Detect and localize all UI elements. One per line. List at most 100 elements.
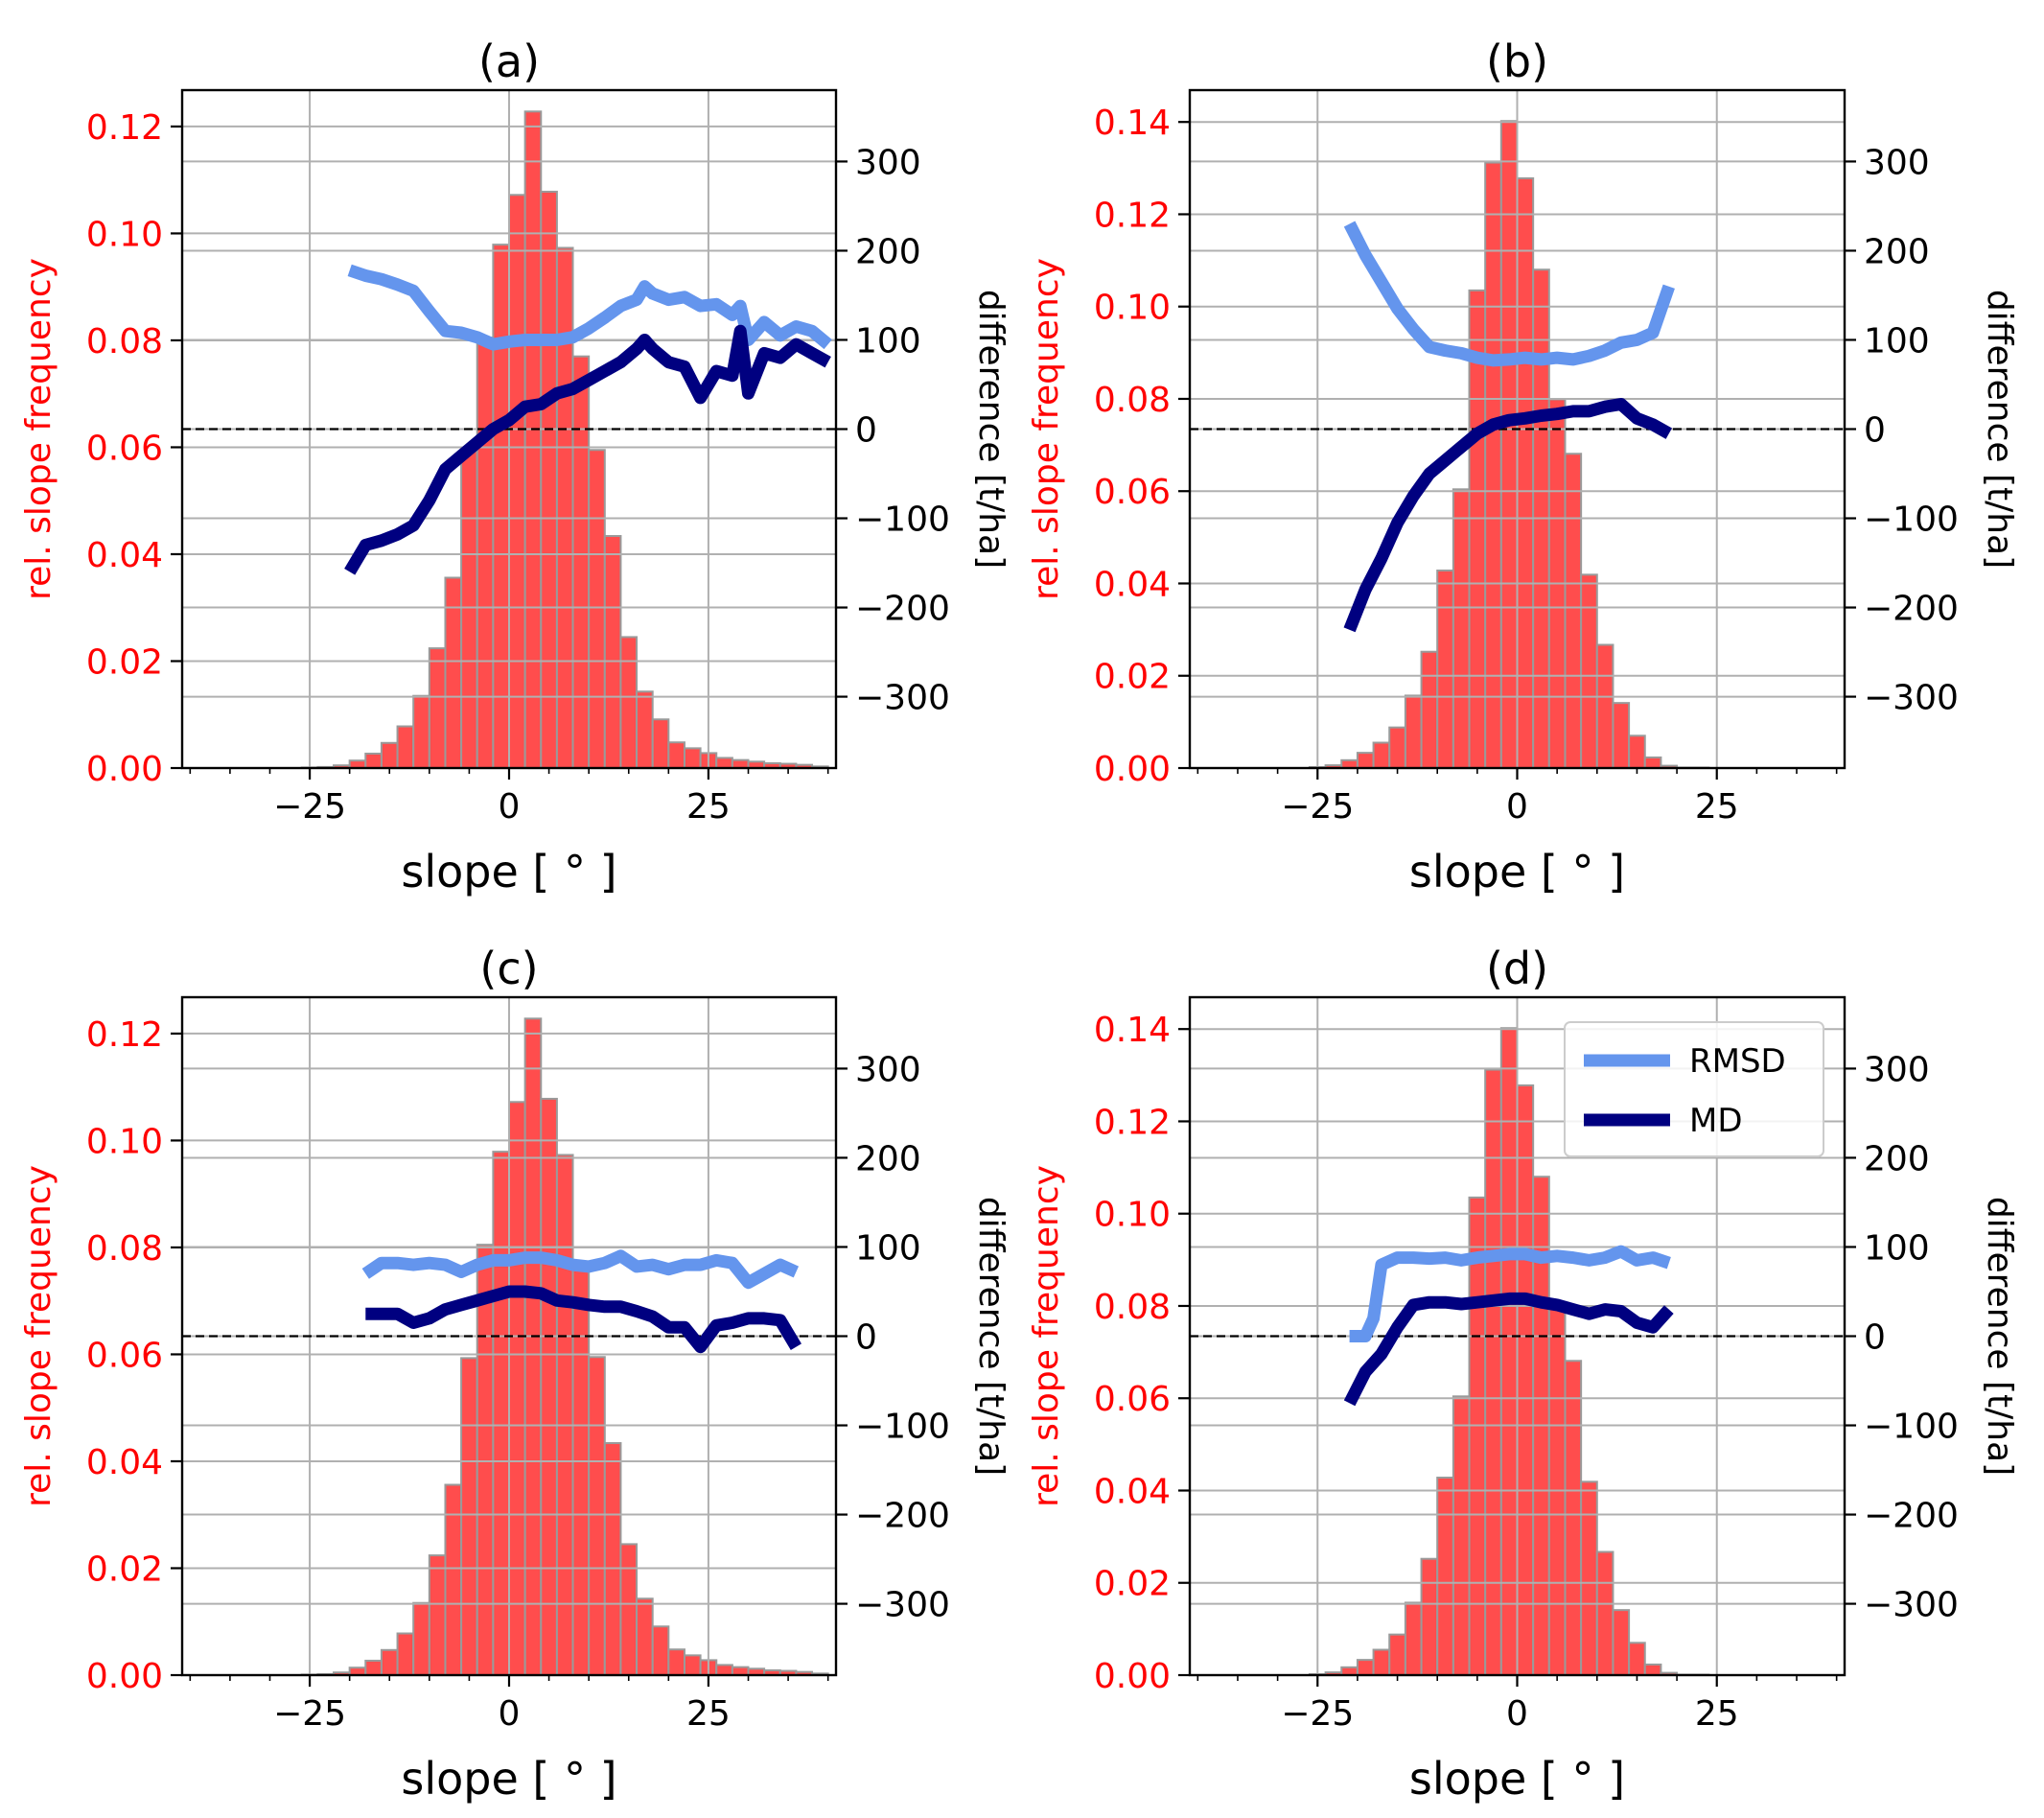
histogram-bar xyxy=(715,757,733,768)
histogram-bar xyxy=(683,747,702,768)
y2-tick-label: −300 xyxy=(855,1586,950,1625)
histogram-bar xyxy=(1340,758,1359,768)
y-axis-label-right: difference [t/ha] xyxy=(971,1197,1010,1476)
panel-b: −25 0 25 0.00 0.02 0.04 0.06 0.08 0.10 0.12 0.14 −3… xyxy=(1027,35,2019,897)
histogram-bar xyxy=(651,718,670,768)
histogram-bar xyxy=(1388,1633,1406,1675)
histogram-bar xyxy=(715,1664,733,1675)
md-line xyxy=(365,1285,801,1354)
panel-title: (d) xyxy=(1486,943,1548,994)
x-tick-label: −25 xyxy=(273,787,346,827)
histogram-bar xyxy=(523,1017,543,1675)
x-axis: −25 0 25 xyxy=(189,768,829,827)
y-tick-label: 0.04 xyxy=(86,1443,163,1482)
x-axis: −25 0 25 xyxy=(189,1675,829,1734)
rmsd-line xyxy=(1349,1245,1671,1342)
y2-tick-label: 200 xyxy=(1864,232,1930,271)
histogram-bar xyxy=(476,337,495,768)
y-tick-label: 0.08 xyxy=(1094,381,1171,420)
series-lines xyxy=(1343,221,1675,633)
y-axis-label-right: difference [t/ha] xyxy=(971,290,1010,569)
histogram-bar xyxy=(540,1097,558,1675)
histogram-bar xyxy=(444,1483,463,1675)
y-tick-label: 0.02 xyxy=(86,642,163,682)
x-tick-label: 0 xyxy=(1506,787,1528,827)
histogram-bar xyxy=(492,1151,510,1675)
y2-tick-label: −200 xyxy=(855,590,950,629)
y2-tick-label: −200 xyxy=(855,1497,950,1536)
y-axis-left: 0.00 0.02 0.04 0.06 0.08 0.10 0.12 xyxy=(86,1015,182,1696)
y-tick-label: 0.14 xyxy=(1094,1011,1171,1050)
histogram xyxy=(1308,120,1710,768)
histogram-bar xyxy=(683,1654,702,1675)
y-tick-label: 0.08 xyxy=(86,322,163,361)
y-axis-right: −300 −200 −100 0 100 200 300 xyxy=(836,1050,950,1625)
series-lines xyxy=(1343,1245,1674,1407)
y2-tick-label: −100 xyxy=(855,1408,950,1447)
histogram-bar xyxy=(444,576,463,768)
x-tick-label: 25 xyxy=(686,787,731,827)
x-axis: −25 0 25 xyxy=(1196,768,1838,827)
y2-tick-label: 200 xyxy=(855,1139,921,1178)
histogram-bar xyxy=(396,725,415,768)
x-axis-label: slope [ ° ] xyxy=(1409,1753,1625,1805)
y2-tick-label: 0 xyxy=(855,1318,877,1358)
x-tick-label: −25 xyxy=(1281,787,1354,827)
y-tick-label: 0.08 xyxy=(86,1229,163,1269)
y2-tick-label: −100 xyxy=(855,501,950,540)
panel-a: −25 0 25 0.00 0.02 0.04 0.06 0.08 0.10 0.12 −300 −2… xyxy=(19,35,1010,897)
histogram-bar xyxy=(396,1632,415,1675)
series-lines xyxy=(361,1249,801,1354)
x-tick-label: −25 xyxy=(273,1694,346,1734)
histogram-bar xyxy=(1612,702,1631,768)
series-lines xyxy=(344,264,832,575)
md-line xyxy=(1343,1292,1674,1407)
histogram xyxy=(300,1017,829,1675)
legend-label-md: MD xyxy=(1689,1102,1743,1140)
x-tick-label: −25 xyxy=(1281,1694,1354,1734)
y2-tick-label: −100 xyxy=(1864,501,1959,540)
histogram-bar xyxy=(1356,752,1375,768)
y-tick-label: 0.14 xyxy=(1094,104,1171,143)
y-tick-label: 0.02 xyxy=(86,1550,163,1589)
histogram-bar xyxy=(508,194,526,768)
y2-tick-label: 100 xyxy=(855,321,921,361)
y2-tick-label: 0 xyxy=(1864,411,1886,451)
y-axis-left: 0.00 0.02 0.04 0.06 0.08 0.10 0.12 0.14 xyxy=(1094,1011,1190,1696)
histogram-bar xyxy=(731,758,750,768)
histogram-bar xyxy=(1372,1648,1391,1675)
y2-tick-label: 0 xyxy=(855,411,877,451)
histogram-bar xyxy=(1420,1557,1439,1675)
histogram-bar xyxy=(1484,1068,1502,1675)
panel-title: (a) xyxy=(478,35,540,87)
y-tick-label: 0.04 xyxy=(1094,565,1171,604)
histogram-bar xyxy=(603,535,622,768)
x-tick-label: 25 xyxy=(1695,787,1739,827)
panel-c: −25 0 25 0.00 0.02 0.04 0.06 0.08 0.10 0.12 −300 −2… xyxy=(19,943,1010,1805)
md-line xyxy=(1343,398,1672,633)
histogram-bar xyxy=(1340,1666,1359,1675)
y-axis-label-left: rel. slope frequency xyxy=(1027,1165,1066,1507)
y-tick-label: 0.00 xyxy=(1094,1657,1171,1696)
x-axis-label: slope [ ° ] xyxy=(401,1753,616,1805)
histogram-bar xyxy=(1388,726,1406,768)
y-tick-label: 0.04 xyxy=(1094,1472,1171,1511)
y2-tick-label: −300 xyxy=(1864,679,1959,718)
histogram-bar xyxy=(1628,734,1646,768)
histogram-bar xyxy=(1499,1027,1519,1675)
y-tick-label: 0.06 xyxy=(86,429,163,468)
x-tick-label: 0 xyxy=(1506,1694,1528,1734)
y-tick-label: 0.06 xyxy=(1094,473,1171,512)
y2-tick-label: −200 xyxy=(1864,1497,1959,1536)
y2-tick-label: −200 xyxy=(1864,590,1959,629)
y2-tick-label: 100 xyxy=(855,1228,921,1268)
histogram-bar xyxy=(380,741,399,768)
y-tick-label: 0.00 xyxy=(1094,750,1171,789)
histogram-bar xyxy=(1516,176,1535,768)
y2-tick-label: 100 xyxy=(1864,1228,1930,1268)
histogram-bar xyxy=(1580,573,1598,768)
legend: RMSD MD xyxy=(1564,1021,1824,1157)
y-tick-label: 0.00 xyxy=(86,1657,163,1696)
